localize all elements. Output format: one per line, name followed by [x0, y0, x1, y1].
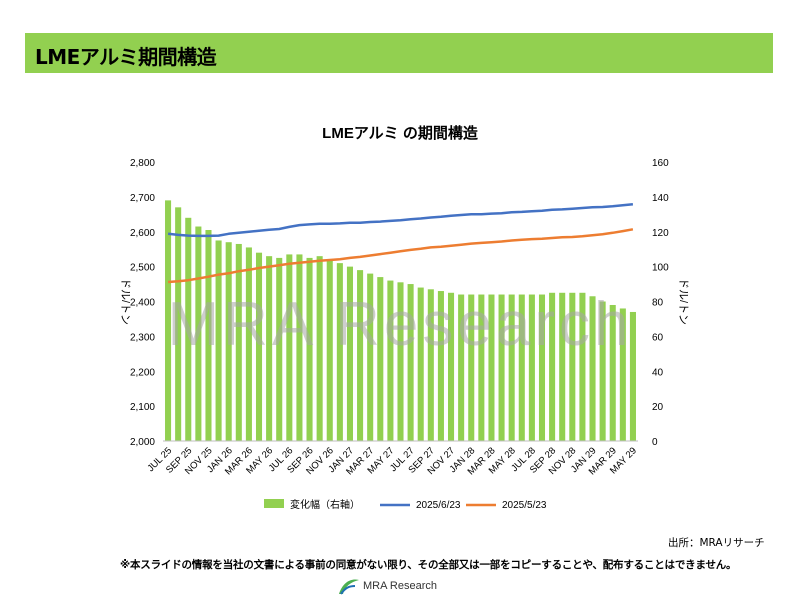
- logo-mark-icon: [339, 579, 359, 595]
- chart-bar: [518, 294, 525, 441]
- chart-bar: [508, 294, 515, 441]
- disclaimer-text: ※本スライドの情報を当社の文書による事前の同意がない限り、その全部又は一部をコピ…: [120, 559, 737, 571]
- chart-bar: [569, 292, 576, 441]
- y-left-tick-label: 2,000: [130, 437, 155, 448]
- y-left-tick-label: 2,400: [130, 298, 155, 309]
- y-left-tick-label: 2,100: [130, 402, 155, 413]
- chart-bar: [629, 311, 636, 441]
- chart-title: LMEアルミ の期間構造: [322, 124, 478, 142]
- chart-bar: [175, 207, 182, 441]
- y-left-tick-label: 2,300: [130, 332, 155, 343]
- y-right-tick-label: 120: [652, 228, 669, 239]
- chart-bar: [195, 226, 202, 441]
- chart-bar: [296, 254, 303, 441]
- chart-bar: [619, 308, 626, 441]
- series-line: [167, 202, 634, 238]
- y-right-tick-label: 40: [652, 367, 664, 378]
- y-left-tick-label: 2,800: [130, 158, 155, 169]
- chart-bar: [367, 273, 374, 441]
- y-right-tick-label: 0: [652, 437, 658, 448]
- y-left-tick-label: 2,500: [130, 263, 155, 274]
- chart-bar: [549, 292, 556, 441]
- chart-bar: [185, 217, 192, 441]
- chart-bar: [245, 247, 252, 441]
- chart-bar: [205, 230, 212, 441]
- chart-bar: [407, 284, 414, 441]
- chart-bar: [528, 294, 535, 441]
- y-right-tick-label: 100: [652, 263, 669, 274]
- chart-bar: [468, 294, 475, 441]
- y-right-tick-label: 60: [652, 332, 664, 343]
- chart-bar: [165, 200, 172, 441]
- chart-bar: [306, 257, 313, 441]
- y-left-tick-label: 2,600: [130, 228, 155, 239]
- legend-swatch-bar: [264, 499, 284, 508]
- chart-bar: [276, 257, 283, 441]
- header-bar: LMEアルミ期間構造: [25, 33, 773, 73]
- y-right-tick-label: 80: [652, 298, 664, 309]
- watermark-text: MRA Research: [168, 290, 633, 359]
- chart-bar: [286, 254, 293, 441]
- chart-bar: [498, 294, 505, 441]
- chart-bar: [387, 280, 394, 441]
- chart-bar: [589, 296, 596, 441]
- chart-bar: [266, 256, 273, 441]
- chart-bar: [377, 277, 384, 441]
- chart-bar: [437, 291, 444, 441]
- company-logo: MRA Research: [335, 574, 465, 598]
- chart-bar: [458, 294, 465, 441]
- y-right-tick-label: 20: [652, 402, 664, 413]
- chart-bar: [448, 292, 455, 441]
- chart-bar: [316, 256, 323, 441]
- chart-bar: [326, 259, 333, 441]
- chart-bar: [579, 292, 586, 441]
- legend-label: 変化幅（右軸）: [290, 498, 360, 511]
- chart-bar: [255, 252, 263, 441]
- chart-bar: [488, 294, 495, 441]
- y-right-tick-label: 140: [652, 193, 669, 204]
- chart-bar: [417, 287, 424, 441]
- y-left-axis-label: ドル/トン: [119, 278, 131, 325]
- chart-bar: [397, 282, 404, 441]
- chart-bar: [215, 240, 222, 441]
- chart-bar: [427, 289, 434, 441]
- chart-bar: [357, 270, 364, 441]
- chart-bar: [609, 304, 616, 441]
- chart-bar: [478, 294, 485, 441]
- y-right-tick-label: 160: [652, 158, 669, 169]
- chart-bar: [559, 292, 566, 441]
- series-line: [168, 228, 634, 284]
- y-right-axis-label: ドル/トン: [677, 278, 689, 325]
- chart-bar: [538, 294, 546, 441]
- chart-bar: [336, 263, 343, 441]
- logo-text: MRA Research: [363, 580, 437, 592]
- page-title: LMEアルミ期間構造: [35, 45, 217, 69]
- y-left-tick-label: 2,700: [130, 193, 155, 204]
- legend-label: 2025/6/23: [416, 500, 461, 511]
- chart-bar: [346, 266, 353, 441]
- chart-bar: [599, 301, 606, 441]
- chart-bar: [225, 242, 232, 441]
- chart-bar: [235, 243, 242, 441]
- source-note: 出所：MRAリサーチ: [668, 537, 765, 549]
- legend-label: 2025/5/23: [502, 500, 547, 511]
- y-left-tick-label: 2,200: [130, 367, 155, 378]
